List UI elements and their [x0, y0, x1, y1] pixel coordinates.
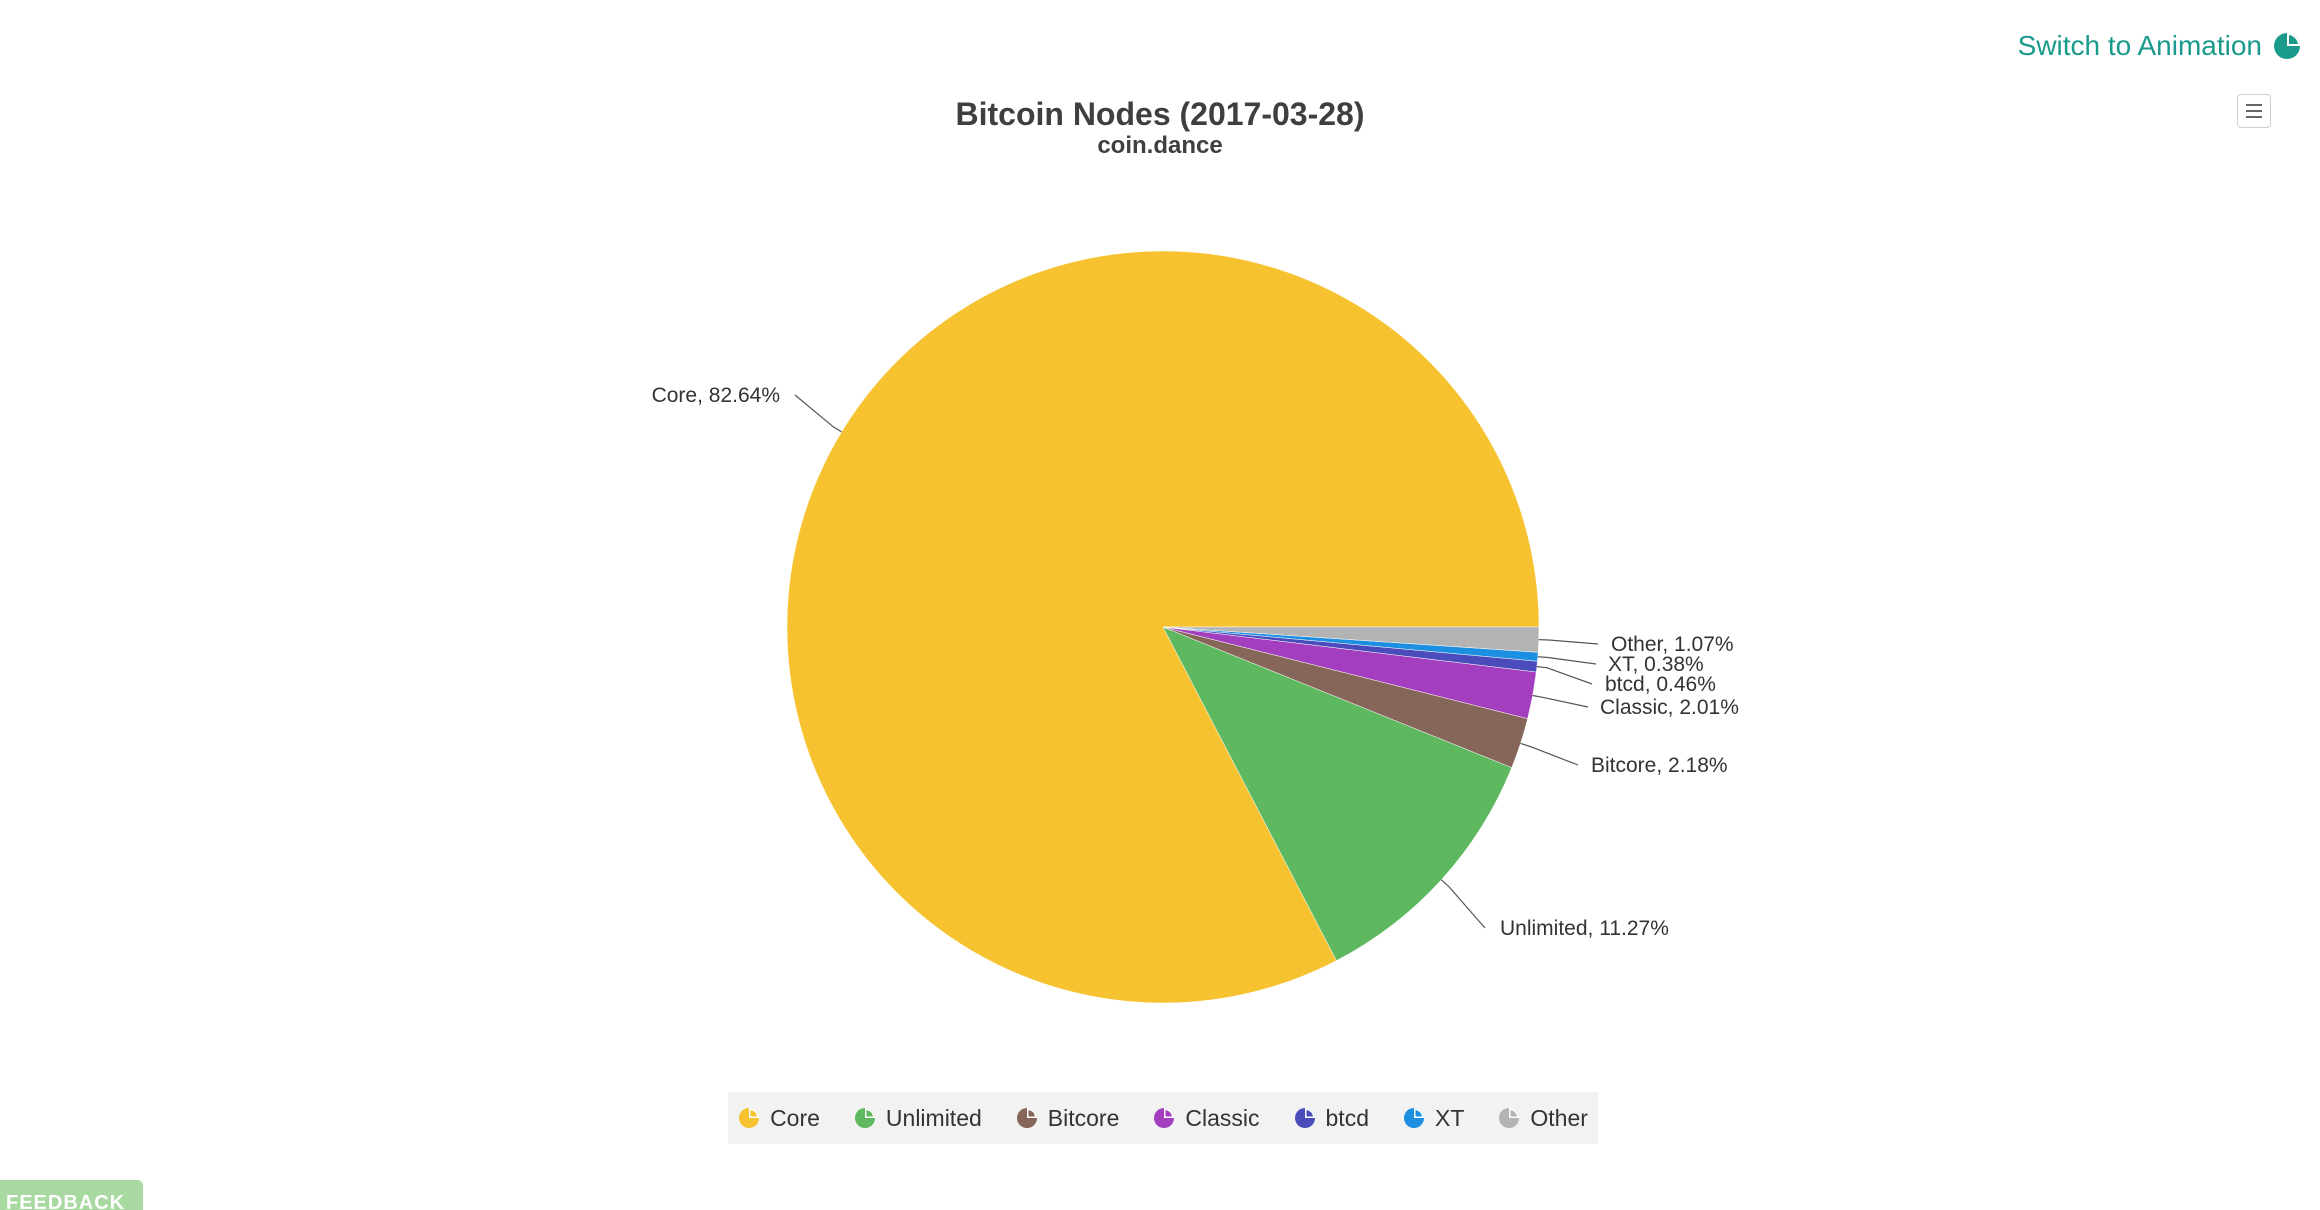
legend-item-bitcore[interactable]: Bitcore	[1016, 1104, 1120, 1132]
legend-item-other[interactable]: Other	[1498, 1105, 1588, 1132]
legend-label: Unlimited	[885, 1104, 982, 1131]
legend-label: XT	[1435, 1104, 1465, 1131]
chart-legend: Core Unlimited Bitcore Classic btcd XT Other	[728, 1092, 1598, 1144]
pie-chart-icon	[2274, 33, 2300, 59]
switch-to-animation-link[interactable]: Switch to Animation	[2018, 30, 2302, 62]
legend-pie-icon	[1294, 1108, 1315, 1128]
legend-pie-icon	[1499, 1108, 1520, 1128]
legend-item-btcd[interactable]: btcd	[1294, 1105, 1369, 1132]
legend-item-unlimited[interactable]: Unlimited	[854, 1105, 982, 1132]
legend-pie-icon	[1016, 1108, 1037, 1128]
label-connector-unlimited	[1440, 879, 1486, 929]
legend-label: btcd	[1325, 1104, 1369, 1131]
data-label-classic: Classic, 2.01%	[1600, 696, 1739, 719]
label-connector-btcd	[1536, 666, 1593, 685]
legend-pie-icon	[739, 1108, 760, 1128]
legend-pie-icon	[854, 1108, 875, 1128]
chart-menu-button[interactable]	[2237, 94, 2271, 128]
feedback-label: FEEDBACK	[6, 1192, 126, 1210]
legend-label: Core	[770, 1104, 820, 1131]
hamburger-menu-icon	[2246, 104, 2262, 118]
label-connector-other	[1538, 639, 1599, 645]
chart-title: Bitcoin Nodes (2017-03-28)	[955, 96, 1365, 132]
data-label-bitcore: Bitcore, 2.18%	[1591, 754, 1728, 777]
label-connector-bitcore	[1520, 742, 1579, 766]
data-label-xt: XT, 0.38%	[1608, 653, 1704, 676]
data-label-other: Other, 1.07%	[1611, 633, 1734, 656]
legend-label: Other	[1530, 1104, 1588, 1131]
legend-pie-icon	[1154, 1108, 1175, 1128]
label-connector-xt	[1537, 656, 1597, 665]
pie-slice-unlimited[interactable]	[1162, 626, 1513, 961]
data-label-unlimited: Unlimited, 11.27%	[1500, 917, 1669, 940]
legend-item-core[interactable]: Core	[738, 1105, 820, 1132]
feedback-button[interactable]: FEEDBACK	[0, 1180, 143, 1210]
legend-label: Bitcore	[1047, 1104, 1120, 1131]
switch-to-animation-label: Switch to Animation	[2017, 30, 2262, 61]
legend-label: Classic	[1185, 1104, 1260, 1131]
legend-item-xt[interactable]: XT	[1403, 1105, 1464, 1132]
data-label-btcd: btcd, 0.46%	[1605, 673, 1716, 696]
legend-item-classic[interactable]: Classic	[1153, 1104, 1260, 1132]
chart-subtitle: coin.dance	[1097, 132, 1223, 159]
label-connector-core	[794, 394, 842, 433]
label-connector-classic	[1532, 694, 1589, 708]
pie-slice-other[interactable]	[1162, 626, 1540, 653]
data-label-core: Core, 82.64%	[652, 384, 780, 407]
legend-pie-icon	[1404, 1108, 1424, 1128]
